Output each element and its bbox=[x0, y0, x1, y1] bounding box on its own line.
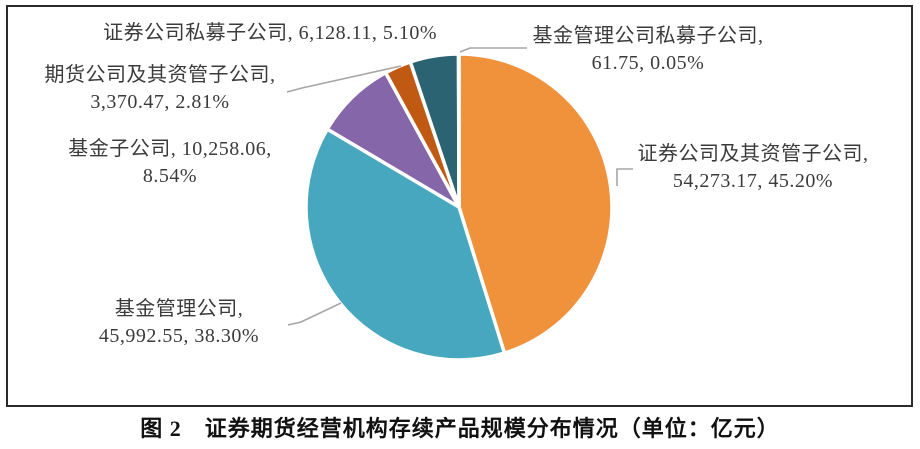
label-value: 45,992.55, 38.30% bbox=[98, 325, 260, 347]
label-text: 期货公司及其资管子公司, bbox=[44, 64, 276, 86]
label-text: 基金管理公司, bbox=[114, 298, 244, 320]
label-text: 基金管理公司私募子公司, bbox=[532, 25, 764, 47]
figure-caption: 图 2 证券期货经营机构存续产品规模分布情况（单位：亿元） bbox=[140, 416, 780, 441]
label-text: 证券公司及其资管子公司, bbox=[637, 143, 869, 165]
label-securities-pe-subsidiary: 证券公司私募子公司, 6,128.11, 5.10% bbox=[103, 20, 437, 47]
label-value: 54,273.17, 45.20% bbox=[672, 170, 834, 192]
label-text: 基金子公司, 10,258.06, bbox=[68, 138, 272, 160]
label-fund-management-company: 基金管理公司, 45,992.55, 38.30% bbox=[53, 296, 305, 350]
label-value: 61.75, 0.05% bbox=[591, 52, 705, 74]
label-securities-asset-management: 证券公司及其资管子公司, 54,273.17, 45.20% bbox=[628, 141, 878, 195]
label-futures-company: 期货公司及其资管子公司, 3,370.47, 2.81% bbox=[28, 62, 292, 116]
label-value: 8.54% bbox=[142, 165, 198, 187]
label-fund-subsidiary: 基金子公司, 10,258.06, 8.54% bbox=[36, 136, 304, 190]
label-text: 证券公司私募子公司, 6,128.11, 5.10% bbox=[103, 22, 437, 44]
label-fund-management-pe-subsidiary: 基金管理公司私募子公司, 61.75, 0.05% bbox=[524, 23, 772, 77]
label-value: 3,370.47, 2.81% bbox=[90, 91, 230, 113]
